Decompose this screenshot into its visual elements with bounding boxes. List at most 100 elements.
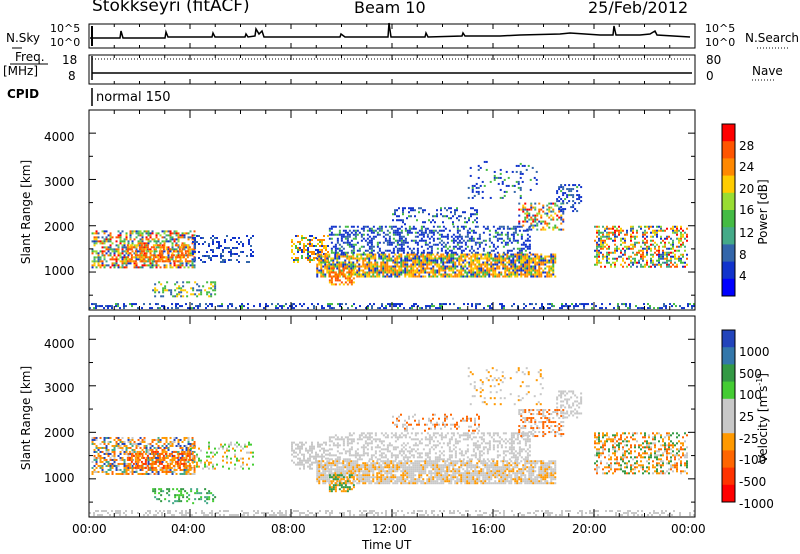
data-cell <box>520 249 523 252</box>
data-cell <box>125 260 128 263</box>
data-cell <box>145 448 148 451</box>
data-cell <box>301 257 303 259</box>
data-cell <box>354 235 357 238</box>
data-cell <box>316 273 319 276</box>
data-cell <box>474 243 477 246</box>
data-cell <box>466 229 469 232</box>
data-cell <box>372 237 375 240</box>
data-cell <box>518 265 521 268</box>
data-cell <box>452 259 455 262</box>
data-cell <box>136 456 139 459</box>
data-cell <box>470 237 473 240</box>
data-cell <box>482 269 485 272</box>
data-cell <box>321 305 323 308</box>
data-cell <box>328 263 331 266</box>
data-cell <box>558 200 561 203</box>
data-cell <box>147 442 150 445</box>
data-cell <box>173 466 176 469</box>
data-cell <box>117 454 120 457</box>
data-cell <box>532 226 535 229</box>
data-cell <box>121 264 124 267</box>
data-cell <box>616 259 618 262</box>
data-cell <box>454 245 457 248</box>
data-cell <box>368 267 371 270</box>
data-cell <box>117 464 120 467</box>
data-cell <box>167 446 170 449</box>
data-cell <box>181 264 184 267</box>
data-cell <box>177 458 180 461</box>
data-cell <box>109 244 112 247</box>
data-cell <box>159 246 162 249</box>
data-cell <box>362 257 365 260</box>
data-cell <box>484 265 487 268</box>
data-cell <box>602 255 604 258</box>
data-cell <box>129 303 131 306</box>
data-cell <box>309 245 311 247</box>
data-cell <box>600 231 602 234</box>
data-cell <box>238 255 240 257</box>
data-cell <box>138 464 141 467</box>
data-cell <box>506 237 509 240</box>
data-cell <box>151 238 154 241</box>
data-cell <box>362 251 365 254</box>
data-cell <box>101 254 104 257</box>
data-cell <box>338 247 341 250</box>
data-cell <box>450 259 453 262</box>
data-cell <box>462 265 465 268</box>
data-cell <box>320 267 323 270</box>
data-cell <box>182 452 185 455</box>
data-cell <box>654 263 656 266</box>
data-cell <box>672 229 674 232</box>
data-cell <box>119 468 122 471</box>
data-cell <box>452 275 455 278</box>
data-cell <box>117 250 120 253</box>
data-cell <box>544 212 547 215</box>
data-cell <box>196 492 199 495</box>
data-cell <box>418 229 421 232</box>
data-cell <box>394 259 397 262</box>
data-cell <box>121 436 124 439</box>
data-cell <box>482 257 485 260</box>
data-cell <box>646 253 648 256</box>
data-cell <box>630 239 632 242</box>
data-cell <box>330 277 333 280</box>
data-cell <box>198 243 200 245</box>
data-cell <box>117 472 120 475</box>
data-cell <box>107 240 110 243</box>
data-cell <box>316 269 319 272</box>
data-cell <box>187 262 190 265</box>
data-cell <box>338 229 341 232</box>
data-cell <box>444 271 447 274</box>
data-cell <box>517 186 520 189</box>
data-cell <box>140 460 143 463</box>
data-cell <box>554 261 557 264</box>
data-cell <box>398 249 401 252</box>
data-cell <box>632 225 634 228</box>
data-cell <box>362 275 365 278</box>
data-cell <box>520 243 523 246</box>
data-cell <box>148 250 151 253</box>
data-cell <box>522 229 525 232</box>
data-cell <box>638 249 640 252</box>
data-cell <box>176 281 179 284</box>
data-cell <box>97 446 100 449</box>
data-cell <box>123 250 126 253</box>
data-cell <box>140 260 143 263</box>
data-cell <box>526 233 529 236</box>
data-cell <box>147 468 150 471</box>
data-cell <box>430 271 433 274</box>
data-cell <box>561 305 563 308</box>
data-cell <box>305 245 307 247</box>
data-cell <box>530 269 533 272</box>
data-cell <box>169 236 172 239</box>
data-cell <box>327 261 329 263</box>
data-cell <box>676 225 678 228</box>
data-cell <box>162 466 165 469</box>
data-cell <box>157 232 160 235</box>
data-cell <box>332 251 335 254</box>
data-cell <box>414 257 417 260</box>
data-cell <box>149 303 151 306</box>
data-cell <box>135 470 138 473</box>
data-cell <box>406 233 409 236</box>
data-cell <box>230 255 232 257</box>
